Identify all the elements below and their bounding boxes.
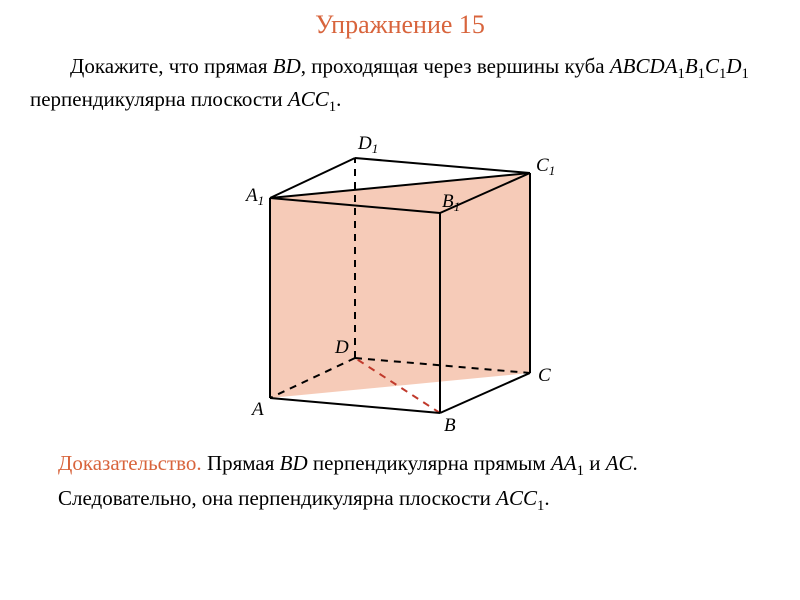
var-bd: BD bbox=[280, 451, 308, 475]
svg-text:A: A bbox=[250, 399, 264, 420]
period: . bbox=[544, 486, 549, 510]
proof-text: и bbox=[584, 451, 606, 475]
proof-block: Доказательство. Прямая BD перпендикулярн… bbox=[0, 448, 800, 517]
period: . bbox=[336, 87, 341, 111]
diagram-container: ABCDA1B1C1D1 bbox=[0, 118, 800, 448]
problem-statement: Докажите, что прямая BD, проходящая чере… bbox=[0, 40, 800, 118]
svg-text:C1: C1 bbox=[536, 155, 555, 178]
var-cube: ABCDA bbox=[610, 54, 678, 78]
cube-diagram: ABCDA1B1C1D1 bbox=[210, 123, 590, 443]
proof-label: Доказательство. bbox=[58, 451, 202, 475]
svg-text:D1: D1 bbox=[357, 133, 378, 156]
svg-text:C: C bbox=[538, 365, 551, 386]
sub: 1 bbox=[678, 66, 685, 82]
proof-text: перпендикулярна прямым bbox=[308, 451, 551, 475]
sub: 1 bbox=[329, 99, 336, 115]
problem-text: , проходящая через вершины куба bbox=[301, 54, 610, 78]
sub: 1 bbox=[742, 66, 749, 82]
sub: 1 bbox=[577, 463, 584, 479]
svg-text:A1: A1 bbox=[244, 185, 264, 208]
svg-text:B: B bbox=[444, 415, 456, 436]
var-aa: AA bbox=[551, 451, 577, 475]
var-plane: ACC bbox=[288, 87, 329, 111]
svg-text:D: D bbox=[334, 337, 349, 358]
var-bd: BD bbox=[273, 54, 301, 78]
var-b: B bbox=[685, 54, 698, 78]
var-ac: AC bbox=[606, 451, 633, 475]
exercise-title: Упражнение 15 bbox=[0, 0, 800, 40]
var-plane: ACC bbox=[496, 486, 537, 510]
proof-text: Прямая bbox=[202, 451, 280, 475]
var-d: D bbox=[726, 54, 741, 78]
problem-text: перпендикулярна плоскости bbox=[30, 87, 288, 111]
var-c: C bbox=[705, 54, 719, 78]
problem-text: Докажите, что прямая bbox=[70, 54, 273, 78]
sub: 1 bbox=[698, 66, 705, 82]
